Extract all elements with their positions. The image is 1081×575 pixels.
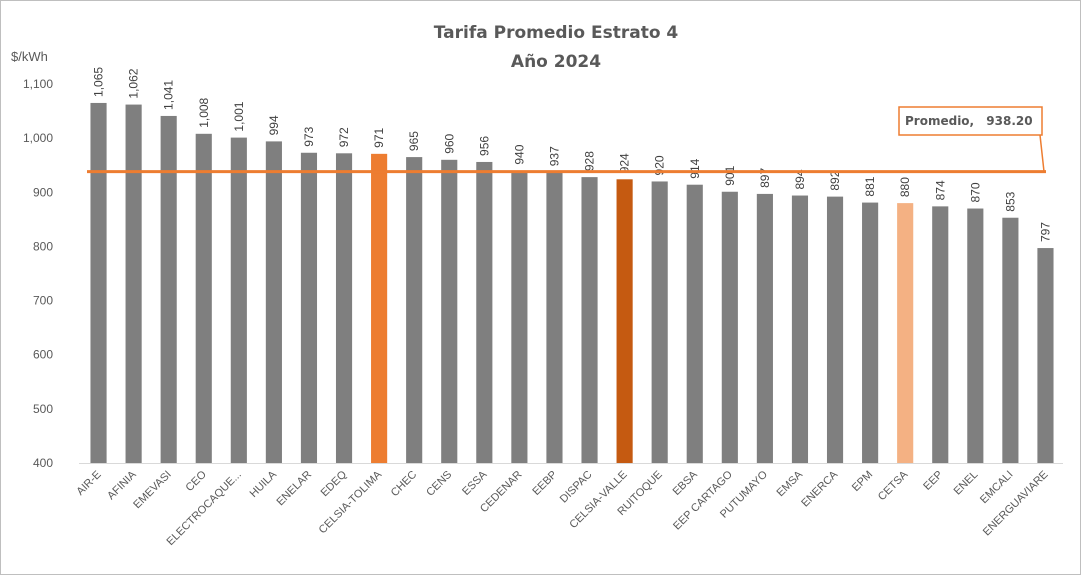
value-label: 853 — [1003, 191, 1017, 211]
category-label: CEO — [184, 468, 210, 494]
bar — [686, 184, 703, 463]
bar — [651, 181, 668, 463]
category-label: EMEVASI — [131, 469, 173, 511]
bar — [791, 195, 809, 463]
y-tick-label: 800 — [33, 239, 53, 253]
value-label: 1,065 — [92, 67, 106, 97]
value-label: 924 — [618, 153, 632, 173]
value-label: 965 — [407, 131, 421, 151]
bar — [90, 102, 107, 463]
category-label: EDEQ — [319, 468, 350, 499]
value-label: 1,001 — [232, 101, 246, 131]
bar — [230, 137, 247, 463]
value-label: 880 — [898, 177, 912, 197]
bar — [476, 161, 493, 464]
bar — [546, 172, 563, 463]
bar — [756, 193, 773, 463]
value-label: 870 — [968, 182, 982, 202]
bar — [862, 202, 879, 463]
bar — [371, 153, 388, 463]
y-axis-unit-label: $/kWh — [11, 49, 48, 64]
bar — [300, 152, 318, 464]
category-label: EBSA — [671, 468, 701, 498]
bar — [721, 191, 738, 463]
y-tick-label: 600 — [33, 348, 53, 362]
bar — [335, 153, 353, 463]
bar — [195, 133, 212, 463]
average-callout-text: Promedio, 938.20 — [905, 114, 1033, 128]
category-label: CELSIA-TOLIMA — [317, 468, 385, 536]
value-label: 971 — [372, 127, 386, 147]
category-label: ENEL — [952, 469, 981, 498]
average-callout: Promedio, 938.20 — [898, 106, 1043, 136]
value-label: 1,062 — [127, 68, 141, 98]
value-label: 956 — [477, 136, 491, 156]
value-label: 994 — [267, 115, 281, 135]
category-label: ENELAR — [274, 469, 314, 509]
category-label: AFINIA — [105, 468, 139, 502]
value-label: 892 — [828, 170, 842, 190]
category-label: CENS — [424, 469, 454, 499]
category-label: ENERCA — [799, 468, 840, 509]
bar — [826, 196, 844, 464]
value-label: 914 — [688, 158, 702, 178]
y-tick-label: 700 — [33, 294, 53, 308]
bar — [265, 141, 282, 464]
bar — [160, 115, 177, 464]
y-tick-label: 1,000 — [23, 131, 53, 145]
value-label: 1,041 — [162, 80, 176, 110]
bar — [581, 177, 598, 463]
category-label: ESSA — [460, 468, 490, 498]
category-label: EEBP — [530, 469, 559, 498]
bar — [616, 179, 633, 463]
bar — [125, 104, 142, 464]
bar — [441, 159, 458, 464]
average-label: Promedio, — [905, 114, 974, 128]
value-label: 937 — [547, 146, 561, 166]
value-label: 928 — [583, 151, 597, 171]
value-label: 960 — [442, 133, 456, 153]
value-label: 973 — [302, 126, 316, 146]
category-label: EMSA — [775, 468, 806, 499]
bar — [1002, 217, 1019, 463]
chart-subtitle: Año 2024 — [511, 52, 601, 72]
bar — [1037, 248, 1054, 463]
y-tick-label: 1,100 — [23, 77, 53, 91]
y-axis-ticks: 400 500 600 700 800 900 1,000 1,100 — [23, 77, 53, 470]
value-label: 940 — [512, 144, 526, 164]
value-label: 1,008 — [197, 97, 211, 127]
value-label: 972 — [337, 127, 351, 147]
value-label: 874 — [933, 180, 947, 200]
category-label: EPM — [850, 469, 875, 494]
value-labels: 1,065 1,062 1,041 1,008 1,001 994 973 972 971 965… — [92, 67, 1053, 242]
category-label: EEP — [921, 469, 945, 493]
category-label: CETSA — [876, 468, 911, 503]
bar — [511, 170, 528, 463]
y-tick-label: 400 — [33, 456, 53, 470]
value-label: 797 — [1038, 222, 1052, 242]
y-tick-label: 500 — [33, 402, 53, 416]
average-callout-box — [898, 106, 1043, 136]
value-label: 881 — [863, 176, 877, 196]
category-label: ENERGUAVIARE — [981, 469, 1051, 539]
category-label: HUILA — [248, 468, 280, 500]
bar-series — [90, 102, 1054, 464]
bar — [406, 157, 423, 464]
category-label: AIR-E — [74, 469, 103, 498]
average-callout-leader — [1039, 134, 1045, 172]
bar — [897, 203, 914, 463]
chart-title: Tarifa Promedio Estrato 4 — [434, 23, 679, 43]
average-value: 938.20 — [986, 114, 1032, 128]
value-label: 901 — [723, 165, 737, 185]
category-label: CHEC — [389, 469, 420, 500]
y-tick-label: 900 — [33, 185, 53, 199]
value-label: 894 — [793, 169, 807, 189]
bar — [932, 206, 949, 463]
bar — [967, 208, 984, 463]
